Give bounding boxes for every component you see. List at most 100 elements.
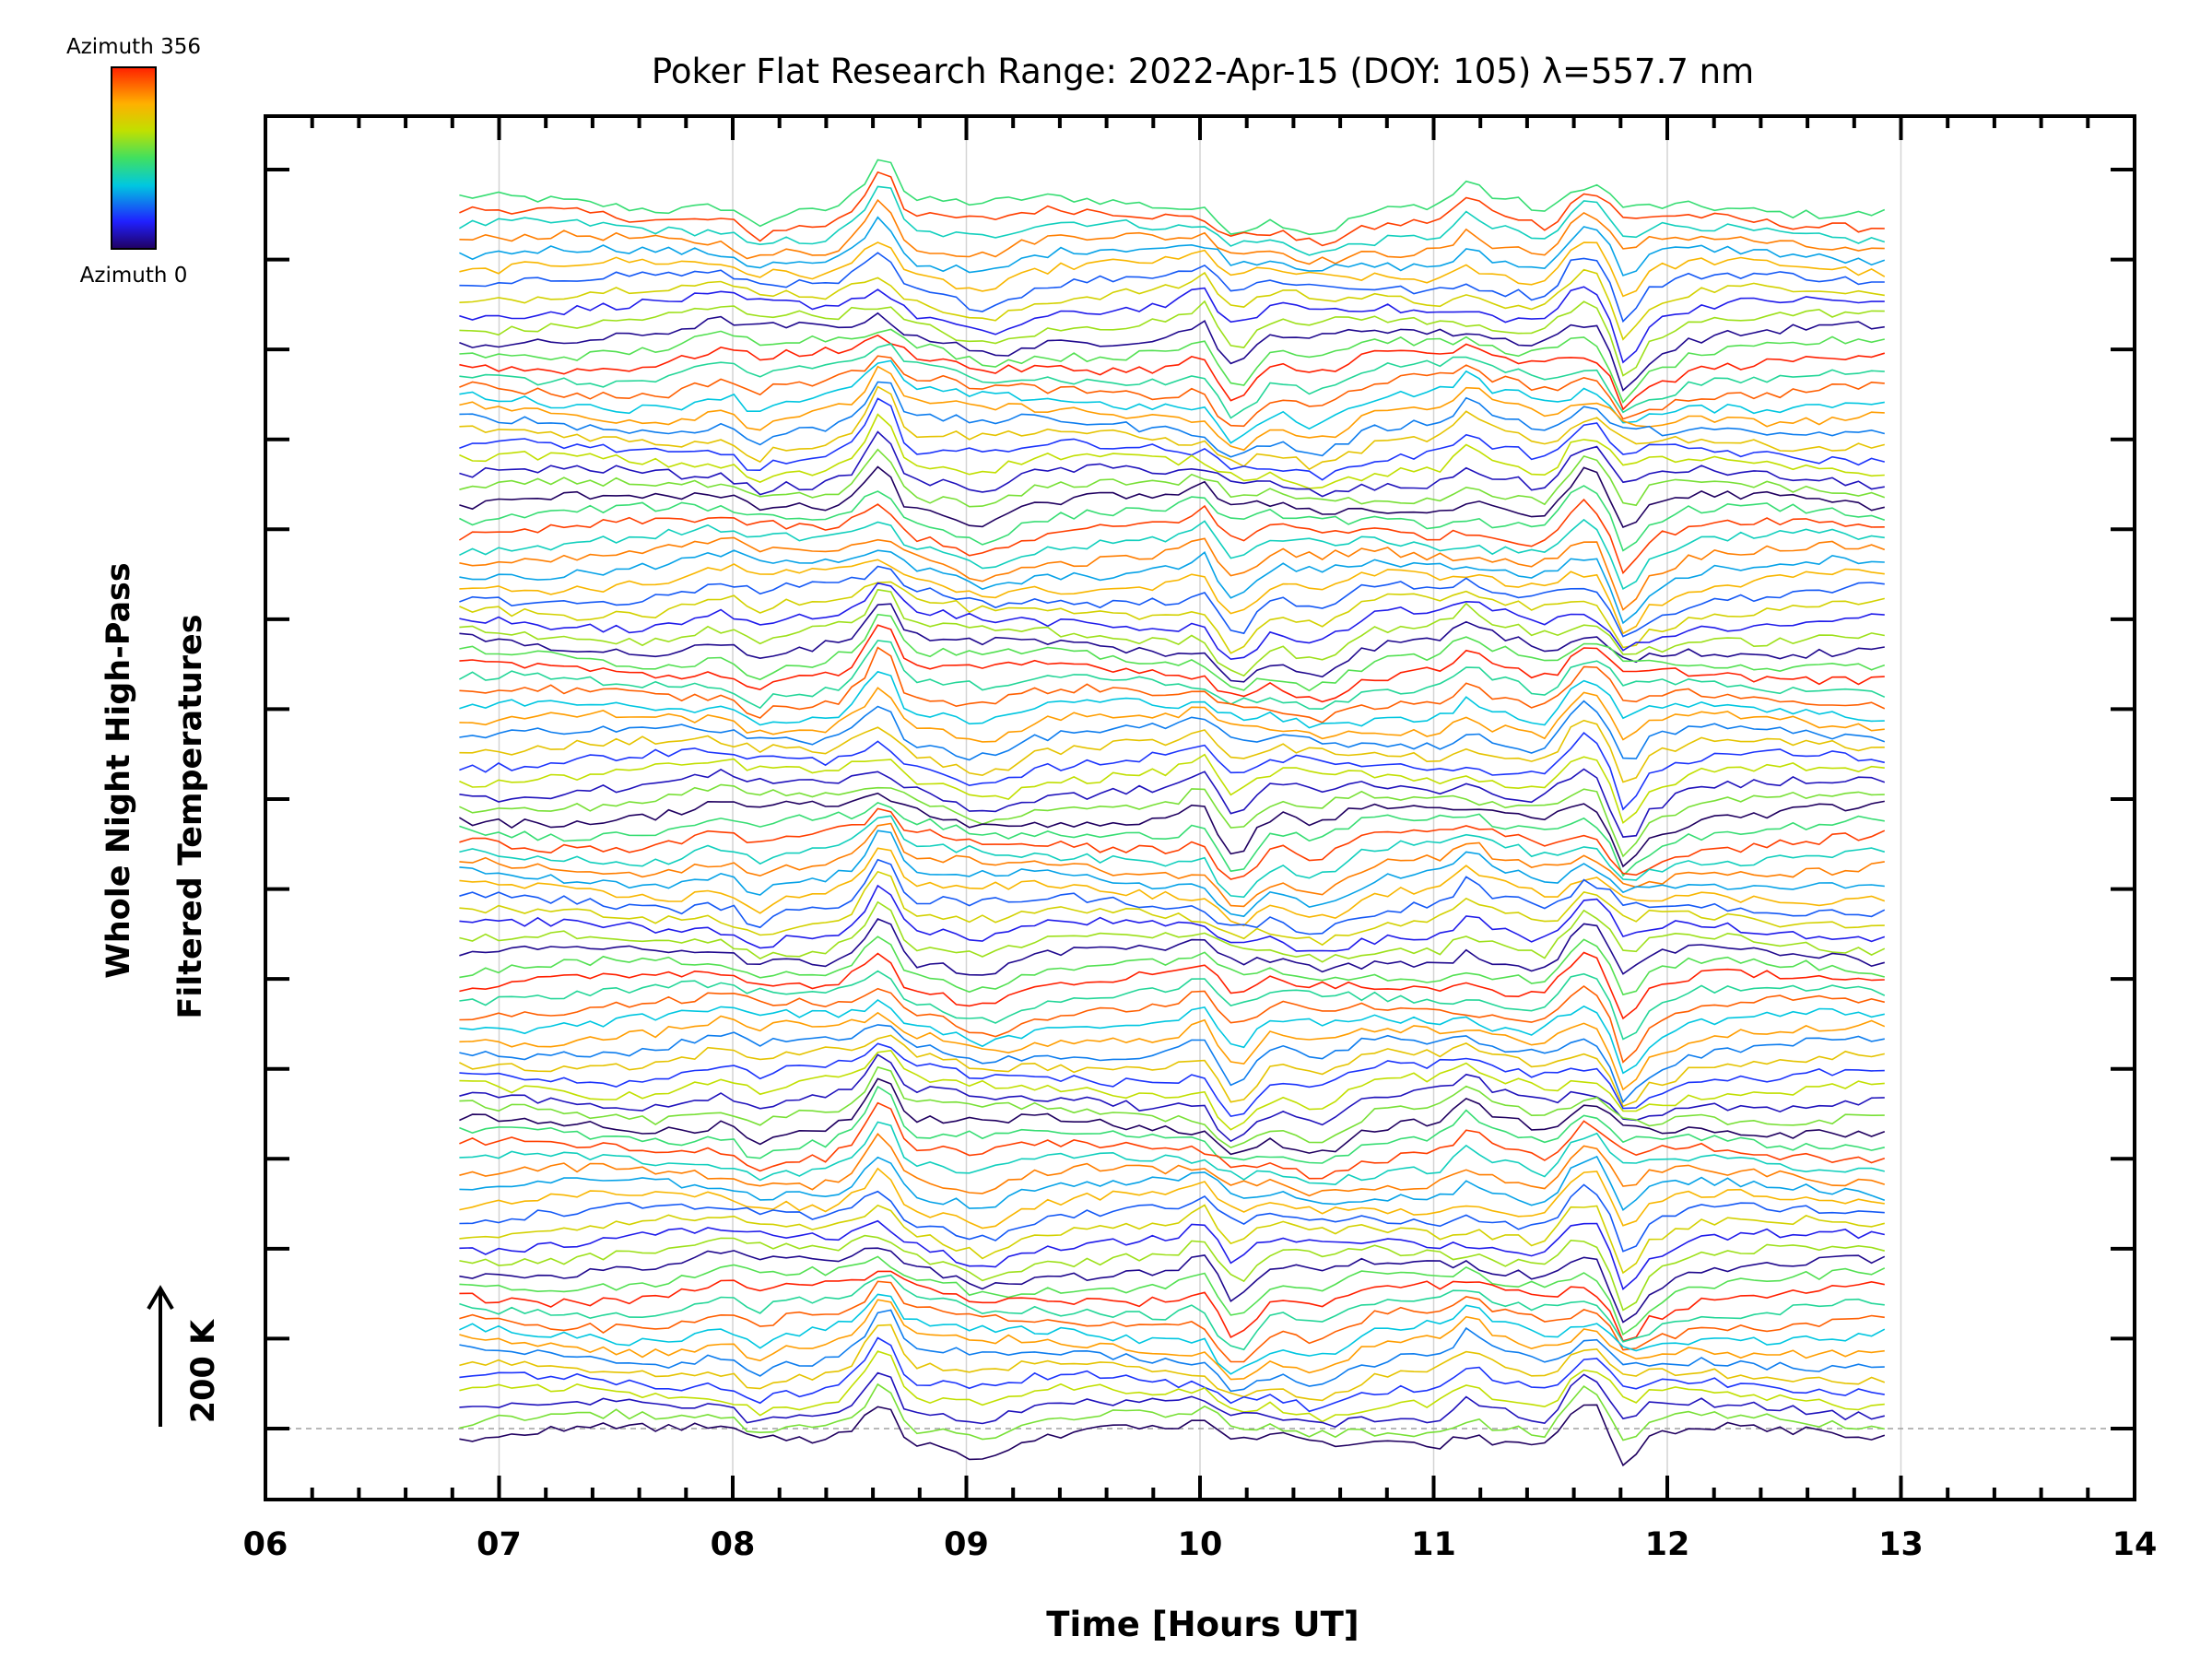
series-line: [458, 185, 1886, 256]
series-line: [459, 646, 1886, 724]
series-line: [459, 1350, 1885, 1423]
series-line: [459, 1133, 1886, 1197]
series-line: [459, 268, 1885, 341]
series-line: [459, 830, 1885, 918]
series-line: [459, 1274, 1885, 1351]
series-line: [459, 485, 1886, 552]
series-line: [459, 687, 1885, 743]
series-line: [459, 624, 1885, 703]
x-tick-label: 07: [477, 1526, 522, 1563]
x-tick-label: 08: [711, 1526, 756, 1563]
series-line: [459, 1324, 1886, 1402]
series-line: [459, 670, 1885, 729]
series-line: [459, 171, 1885, 247]
plot-area: [264, 114, 2136, 1501]
series-line: [459, 768, 1886, 838]
series-line: [459, 1121, 1885, 1186]
series-line: [458, 498, 1885, 575]
y-axis-label-line1: Whole Night High-Pass: [100, 562, 137, 978]
series-line: [459, 385, 1886, 471]
y-axis-label: Whole Night High-Pass Filtered Temperatu…: [100, 562, 209, 1018]
series-line: [459, 1049, 1885, 1131]
series-line: [459, 884, 1886, 952]
scale-indicator: 200 K: [147, 1285, 222, 1427]
series-line: [459, 198, 1885, 265]
series-line: [459, 1183, 1885, 1253]
series-line: [459, 328, 1885, 404]
x-tick-label: 11: [1411, 1526, 1456, 1563]
series-line: [459, 355, 1885, 428]
series-line: [459, 1053, 1885, 1143]
series-line: [459, 216, 1886, 276]
series-line: [459, 815, 1886, 899]
series-line: [459, 359, 1885, 444]
y-axis-label-line2: Filtered Temperatures: [172, 614, 209, 1018]
x-tick-label: 14: [2112, 1526, 2158, 1563]
series-line: [459, 822, 1885, 908]
series-line: [459, 731, 1885, 811]
series-line: [459, 1299, 1885, 1381]
series-line: [459, 858, 1886, 935]
series-line: [459, 613, 1886, 692]
x-tick-label: 09: [944, 1526, 989, 1563]
colorbar: Azimuth 356 Azimuth 0: [66, 35, 201, 288]
series-line: [459, 1204, 1885, 1275]
series-line: [459, 1336, 1885, 1413]
series-line: [459, 985, 1885, 1064]
series-line: [459, 1085, 1885, 1164]
series-line: [459, 700, 1886, 761]
series-line: [459, 918, 1886, 976]
series-line: [459, 334, 1886, 411]
series-line: [459, 753, 1885, 825]
series-line: [459, 1101, 1886, 1180]
series-line: [459, 970, 1886, 1041]
x-axis-label: Time [Hours UT]: [1046, 1605, 1359, 1644]
series-line: [459, 847, 1886, 927]
colorbar-bottom-label: Azimuth 0: [80, 264, 188, 288]
series-line: [459, 1255, 1886, 1336]
series-line: [459, 870, 1885, 947]
series-line: [459, 559, 1885, 635]
series-line: [459, 430, 1885, 498]
series-line: [459, 1270, 1885, 1342]
series-line: [459, 549, 1885, 625]
series-line: [459, 999, 1885, 1075]
series-line: [459, 1077, 1886, 1156]
series-line: [459, 413, 1885, 489]
series-line: [459, 397, 1886, 481]
series-line: [459, 1042, 1885, 1117]
series-line: [459, 565, 1885, 638]
series-line: [459, 343, 1885, 419]
x-tick-label: 06: [243, 1526, 288, 1563]
series-line: [459, 1011, 1886, 1091]
series-line: [459, 588, 1885, 677]
colorbar-gradient: [111, 66, 157, 250]
series-line: [459, 159, 1886, 236]
series-line: [459, 951, 1885, 1020]
series-line: [459, 900, 1886, 963]
series-line: [459, 252, 1885, 324]
series-line: [459, 1065, 1885, 1148]
series-line: [459, 935, 1885, 996]
series-line: [459, 518, 1885, 591]
scale-label: 200 K: [185, 1318, 222, 1423]
series-line: [459, 300, 1885, 377]
series-line: [459, 1382, 1885, 1441]
series-line: [458, 792, 1885, 868]
series-line: [459, 581, 1885, 654]
series-line: [459, 1155, 1886, 1211]
series-line: [459, 1219, 1885, 1290]
series-line: [459, 448, 1886, 508]
series-line: [459, 603, 1885, 683]
series-line: [459, 241, 1886, 298]
scale-arrow-head: [147, 1285, 174, 1311]
series-line: [459, 465, 1885, 529]
series-line: [459, 1167, 1885, 1230]
chart-title: Poker Flat Research Range: 2022-Apr-15 (…: [652, 52, 1754, 91]
series-line: [459, 1293, 1886, 1375]
series-line: [459, 1247, 1886, 1324]
series-line: [459, 582, 1885, 661]
series-line: [459, 1234, 1886, 1312]
series-line: [459, 783, 1885, 858]
